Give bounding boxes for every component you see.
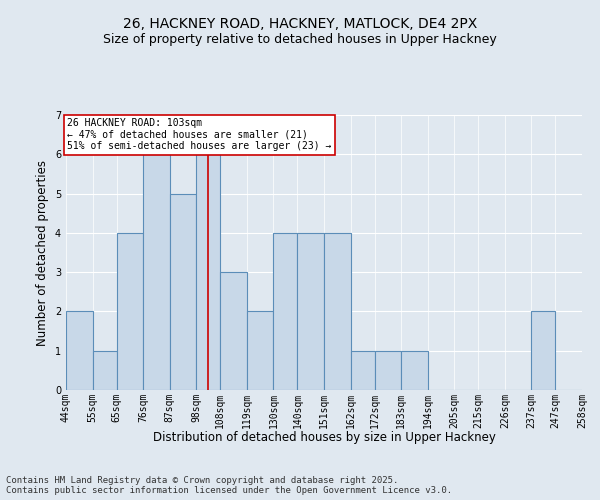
Text: Contains HM Land Registry data © Crown copyright and database right 2025.
Contai: Contains HM Land Registry data © Crown c… <box>6 476 452 495</box>
Bar <box>143 154 170 390</box>
Text: 26, HACKNEY ROAD, HACKNEY, MATLOCK, DE4 2PX: 26, HACKNEY ROAD, HACKNEY, MATLOCK, DE4 … <box>123 18 477 32</box>
Bar <box>350 350 374 390</box>
Bar <box>170 194 196 390</box>
Bar <box>274 233 298 390</box>
X-axis label: Distribution of detached houses by size in Upper Hackney: Distribution of detached houses by size … <box>152 431 496 444</box>
Text: 26 HACKNEY ROAD: 103sqm
← 47% of detached houses are smaller (21)
51% of semi-de: 26 HACKNEY ROAD: 103sqm ← 47% of detache… <box>67 118 332 152</box>
Bar <box>196 154 220 390</box>
Bar <box>374 350 401 390</box>
Bar <box>298 233 324 390</box>
Bar <box>116 233 143 390</box>
Text: Size of property relative to detached houses in Upper Hackney: Size of property relative to detached ho… <box>103 32 497 46</box>
Bar <box>324 233 350 390</box>
Bar <box>532 312 556 390</box>
Bar <box>92 350 116 390</box>
Y-axis label: Number of detached properties: Number of detached properties <box>37 160 49 346</box>
Bar <box>401 350 428 390</box>
Bar <box>247 312 274 390</box>
Bar <box>66 312 92 390</box>
Bar <box>220 272 247 390</box>
